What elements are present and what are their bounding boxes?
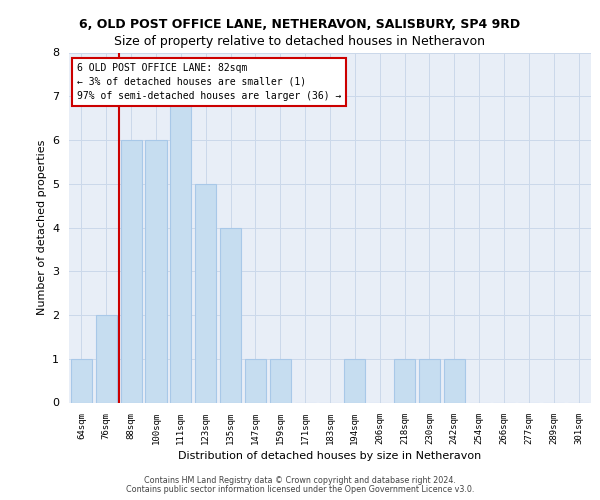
- Bar: [96, 315, 117, 402]
- Bar: [444, 359, 465, 403]
- Text: 6, OLD POST OFFICE LANE, NETHERAVON, SALISBURY, SP4 9RD: 6, OLD POST OFFICE LANE, NETHERAVON, SAL…: [79, 18, 521, 30]
- X-axis label: Distribution of detached houses by size in Netheravon: Distribution of detached houses by size …: [178, 452, 482, 462]
- Bar: [270, 359, 291, 403]
- Bar: [121, 140, 142, 402]
- Bar: [245, 359, 266, 403]
- Bar: [170, 96, 191, 402]
- Text: 6 OLD POST OFFICE LANE: 82sqm
← 3% of detached houses are smaller (1)
97% of sem: 6 OLD POST OFFICE LANE: 82sqm ← 3% of de…: [77, 63, 341, 101]
- Bar: [145, 140, 167, 402]
- Bar: [220, 228, 241, 402]
- Bar: [195, 184, 216, 402]
- Text: Size of property relative to detached houses in Netheravon: Size of property relative to detached ho…: [115, 35, 485, 48]
- Bar: [71, 359, 92, 403]
- Bar: [394, 359, 415, 403]
- Bar: [419, 359, 440, 403]
- Text: Contains HM Land Registry data © Crown copyright and database right 2024.: Contains HM Land Registry data © Crown c…: [144, 476, 456, 485]
- Text: Contains public sector information licensed under the Open Government Licence v3: Contains public sector information licen…: [126, 485, 474, 494]
- Bar: [344, 359, 365, 403]
- Y-axis label: Number of detached properties: Number of detached properties: [37, 140, 47, 315]
